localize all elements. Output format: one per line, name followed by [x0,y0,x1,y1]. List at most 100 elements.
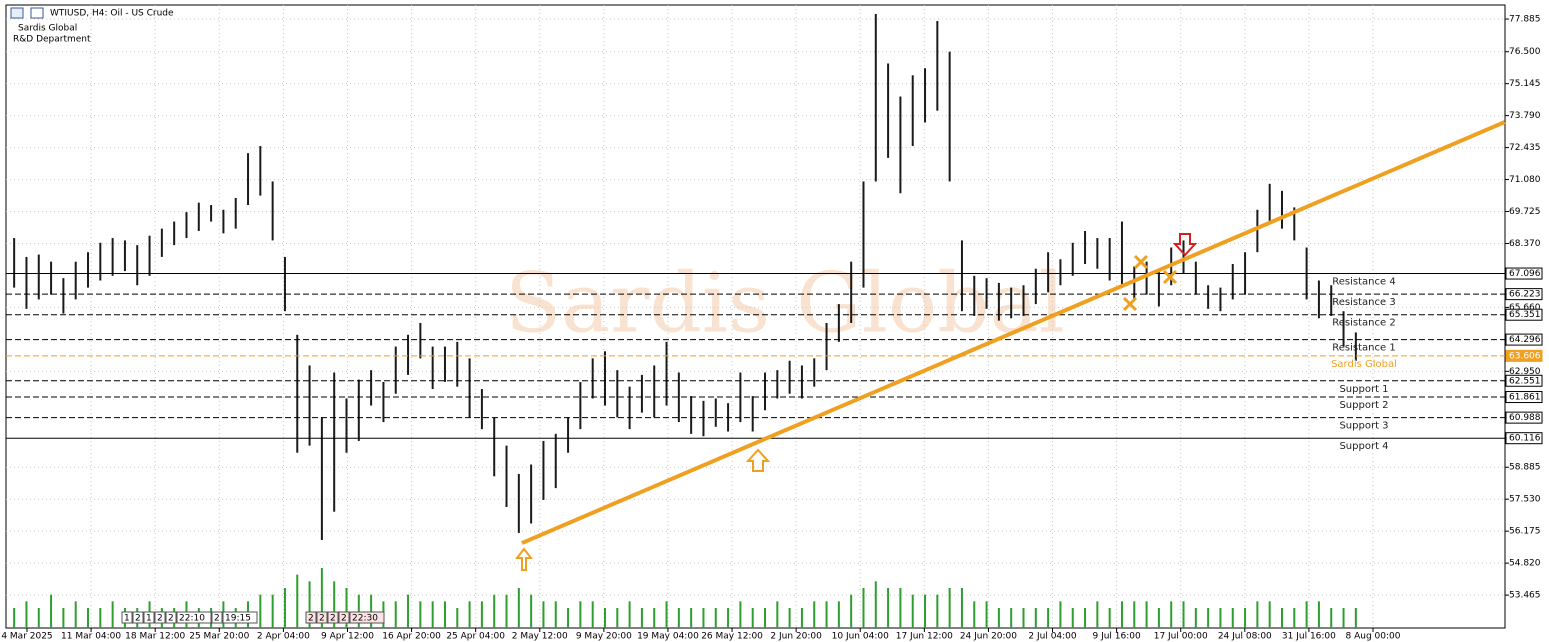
price-bar [419,322,422,359]
volume-bar [468,601,471,628]
price-bar [813,358,816,387]
level-name: Resistance 2 [1332,318,1395,329]
volume-bar [825,601,828,628]
y-tick-label: 77.885 [1509,15,1541,25]
volume-bar [1194,608,1197,628]
volume-bar [1305,601,1308,628]
price-bar [1010,287,1013,319]
price-bar [99,242,102,281]
price-bar [628,386,631,430]
y-tick-label: 71.080 [1509,175,1541,185]
volume-bar [308,581,311,628]
volume-bar [603,608,606,628]
volume-bar [517,588,520,628]
volume-bar [554,601,557,628]
x-tick-label: 24 Jul 08:00 [1218,632,1272,642]
y-tick-label: 57.530 [1509,495,1541,505]
volume-bar [997,608,1000,628]
price-bar [333,372,336,512]
trade-marker: 22:30 [352,614,378,624]
price-bar [911,75,914,147]
price-bar [542,440,545,500]
y-tick-label: 53.465 [1509,591,1541,601]
price-bar [530,464,533,524]
price-bar [1120,221,1123,286]
price-bar [1157,271,1160,307]
volume-bar [714,608,717,628]
price-bar [234,197,237,229]
price-bar [50,261,53,295]
trade-marker: 1 [124,614,130,624]
cross [1162,269,1178,285]
volume-bar [345,588,348,628]
price-bar [948,51,951,182]
chart-icon[interactable] [30,7,44,19]
price-bar [653,365,656,418]
y-tick-label: 72.435 [1509,143,1541,153]
y-tick-label: 76.500 [1509,47,1541,57]
price-bar [283,256,286,312]
volume-bar [665,601,668,628]
x-tick-label: 24 Jun 20:00 [960,632,1017,642]
volume-bar [1342,608,1345,628]
volume-bar [628,601,631,628]
menu-icon[interactable] [10,7,24,19]
level-price-label: 63.606 [1509,351,1541,361]
volume-bar [493,594,496,628]
price-bar [1317,280,1320,319]
price-bar [357,379,360,441]
price-bar [74,261,77,300]
x-tick-label: 10 Jun 04:00 [832,632,889,642]
level-name: Support 2 [1339,400,1388,411]
price-bar [874,13,877,182]
price-bar [973,275,976,316]
price-bar [567,417,570,453]
volume-bar [1047,608,1050,628]
volume-bar [936,594,939,628]
trade-marker-box [165,611,177,624]
x-tick-label: 2 Jun 20:00 [770,632,822,642]
price-bar [345,398,348,453]
level-price-label: 64.296 [1509,335,1541,345]
y-tick-label: 69.725 [1509,207,1541,217]
y-tick-label: 58.885 [1509,463,1541,473]
volume-bar [1293,608,1296,628]
price-bar [480,389,483,430]
y-tick-label: 73.790 [1509,111,1541,121]
volume-bar [1096,601,1099,628]
price-bar [1071,242,1074,276]
level-price-label: 67.096 [1509,269,1541,279]
volume-bar [850,594,853,628]
volume-bar [960,588,963,628]
trendline [521,120,1506,545]
price-bar [1145,261,1148,295]
volume-bar [87,608,90,628]
volume-bar [640,608,643,628]
price-bar [1330,285,1333,316]
volume-bar [259,594,262,628]
volume-bar [776,601,779,628]
volume-bar [1330,608,1333,628]
volume-bar [419,601,422,628]
trade-marker-box [305,611,317,624]
volume-bar [456,608,459,628]
volume-bar [13,608,16,628]
price-bar [136,245,139,286]
volume-bar [1256,601,1259,628]
price-bar [111,238,114,276]
price-bar [603,351,606,406]
volume-bar [677,608,680,628]
volume-bar [25,601,28,628]
price-bar [677,372,680,423]
price-bar [1207,285,1210,309]
volume-bar [1317,601,1320,628]
price-bar [173,221,176,246]
level-name: Resistance 1 [1332,343,1395,354]
trade-marker: 2 [168,614,174,624]
volume-bar [653,608,656,628]
volume-bar [567,608,570,628]
price-bar [1022,285,1025,316]
price-bar [1182,240,1185,274]
price-bar [160,228,163,257]
level-price-label: 66.223 [1509,290,1541,300]
